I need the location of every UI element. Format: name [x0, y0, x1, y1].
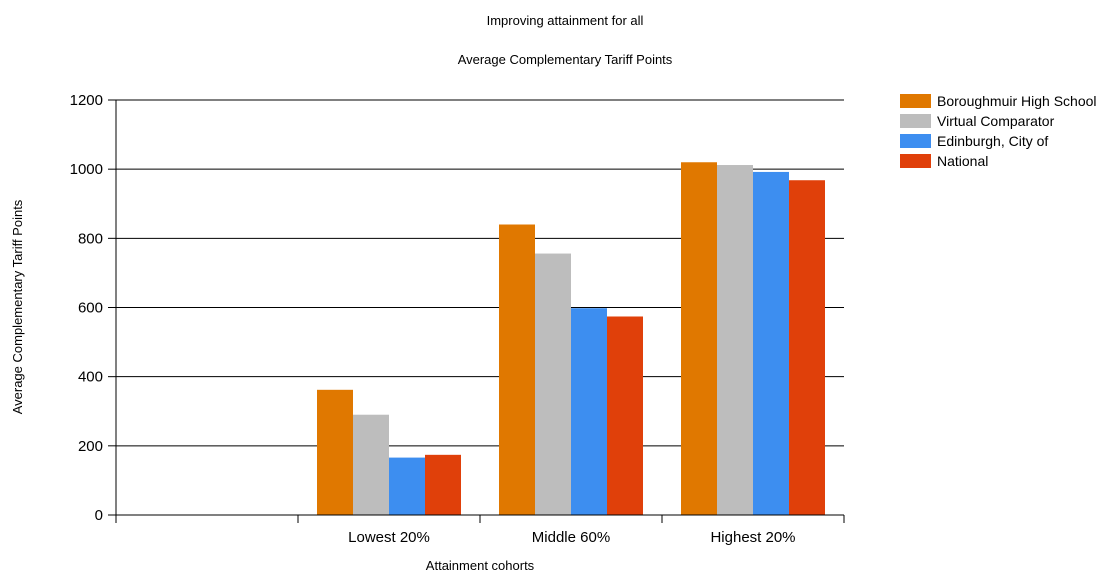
bars — [317, 162, 825, 516]
y-tick-label: 200 — [78, 438, 103, 455]
x-category-label: Highest 20% — [710, 529, 795, 546]
legend-label: Virtual Comparator — [937, 113, 1055, 129]
y-tick-label: 1200 — [70, 92, 103, 109]
x-axis-title: Attainment cohorts — [426, 558, 535, 571]
bar — [681, 162, 717, 515]
legend-swatch — [900, 94, 931, 108]
bar — [789, 180, 825, 515]
legend-label: National — [937, 153, 988, 169]
bar — [753, 171, 789, 515]
bar — [607, 316, 643, 515]
bar — [717, 165, 753, 515]
bar — [535, 253, 571, 516]
bar — [571, 308, 607, 515]
bar — [317, 389, 353, 515]
x-category-label: Lowest 20% — [348, 529, 430, 546]
legend-swatch — [900, 114, 931, 128]
y-tick-label: 400 — [78, 369, 103, 386]
legend: Boroughmuir High School Virtual Comparato… — [900, 93, 1097, 169]
chart-title: Improving attainment for all — [487, 13, 644, 28]
chart-subtitle: Average Complementary Tariff Points — [458, 52, 673, 67]
y-tick-label: 600 — [78, 300, 103, 317]
legend-label: Boroughmuir High School — [937, 93, 1097, 109]
x-category-labels: Lowest 20% Middle 60% Highest 20% — [348, 529, 795, 546]
y-tick-labels: 0 200 400 600 800 1000 1200 — [70, 92, 103, 524]
y-tick-label: 800 — [78, 230, 103, 247]
y-tick-label: 1000 — [70, 161, 103, 178]
y-axis-title: Average Complementary Tariff Points — [10, 199, 25, 414]
bar — [389, 457, 425, 515]
x-category-label: Middle 60% — [532, 529, 610, 546]
legend-label: Edinburgh, City of — [937, 133, 1048, 149]
axes — [108, 99, 845, 523]
bar — [499, 224, 535, 515]
y-tick-label: 0 — [95, 507, 103, 524]
legend-swatch — [900, 154, 931, 168]
bar — [425, 454, 461, 515]
legend-swatch — [900, 134, 931, 148]
bar — [353, 414, 389, 515]
